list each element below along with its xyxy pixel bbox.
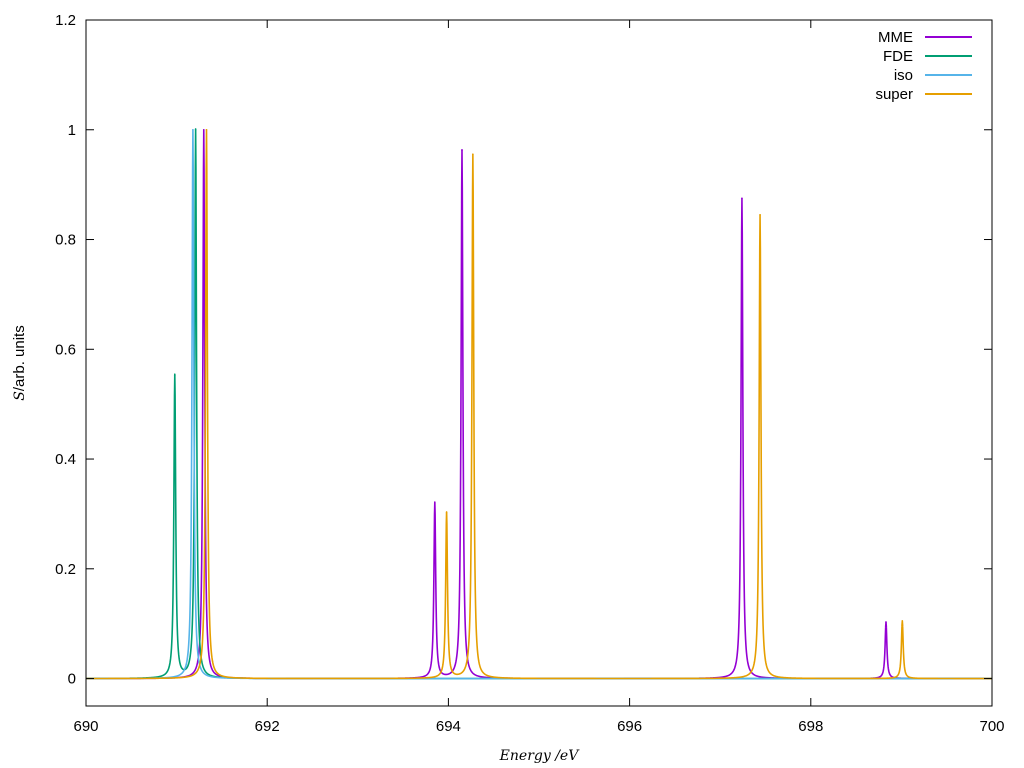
y-axis-title-symbol: S: [12, 391, 28, 401]
legend-label-mme: MME: [878, 29, 913, 46]
series-line-fde: [85, 128, 993, 680]
legend-label-iso: iso: [894, 67, 913, 84]
x-tick-label: 700: [979, 718, 1004, 735]
y-tick-label: 0.4: [55, 451, 76, 468]
data-point-fde: [173, 374, 176, 377]
legend: MME FDE iso super: [875, 29, 972, 103]
data-point-super: [445, 512, 448, 514]
y-tick-label: 0.6: [55, 341, 76, 358]
data-point-mme: [741, 197, 743, 200]
data-point-fde: [194, 128, 197, 131]
data-point-super: [759, 214, 761, 216]
y-tick-label: 0.8: [55, 232, 76, 249]
data-point-super: [205, 128, 208, 131]
x-tick-label: 696: [617, 718, 642, 735]
data-point-mme: [885, 621, 887, 623]
data-point-mme: [202, 128, 205, 131]
data-point-super: [901, 620, 904, 622]
y-tick-label: 1: [68, 122, 76, 139]
legend-label-fde: FDE: [883, 48, 913, 65]
y-tick-label: 0.2: [55, 561, 76, 578]
x-axis-title: Energy /eV: [499, 748, 581, 764]
series-line-mme: [85, 128, 993, 680]
series-line-super: [85, 128, 993, 680]
y-axis-title: S/arb. units: [11, 325, 28, 400]
legend-label-super: super: [875, 86, 913, 103]
x-tick-label: 694: [436, 718, 461, 735]
series-line-iso: [85, 128, 993, 680]
tick-labels-layer: 690 692 694 696 698 700 0 0.2 0.4 0.6 0.8 1 1.2: [55, 12, 1004, 735]
data-point-iso: [192, 128, 194, 131]
y-tick-label: 1.2: [55, 12, 76, 29]
y-axis-title-rest: /arb. units: [11, 325, 28, 391]
x-tick-label: 692: [255, 718, 280, 735]
x-tick-label: 690: [73, 718, 98, 735]
data-point-mme: [434, 502, 436, 504]
plot-frame: [85, 19, 993, 707]
series-layer: [85, 128, 993, 680]
ticks-layer: [85, 19, 993, 706]
x-tick-label: 698: [798, 718, 823, 735]
data-point-super: [472, 153, 474, 156]
data-point-mme: [461, 149, 463, 151]
y-tick-label: 0: [68, 671, 76, 688]
